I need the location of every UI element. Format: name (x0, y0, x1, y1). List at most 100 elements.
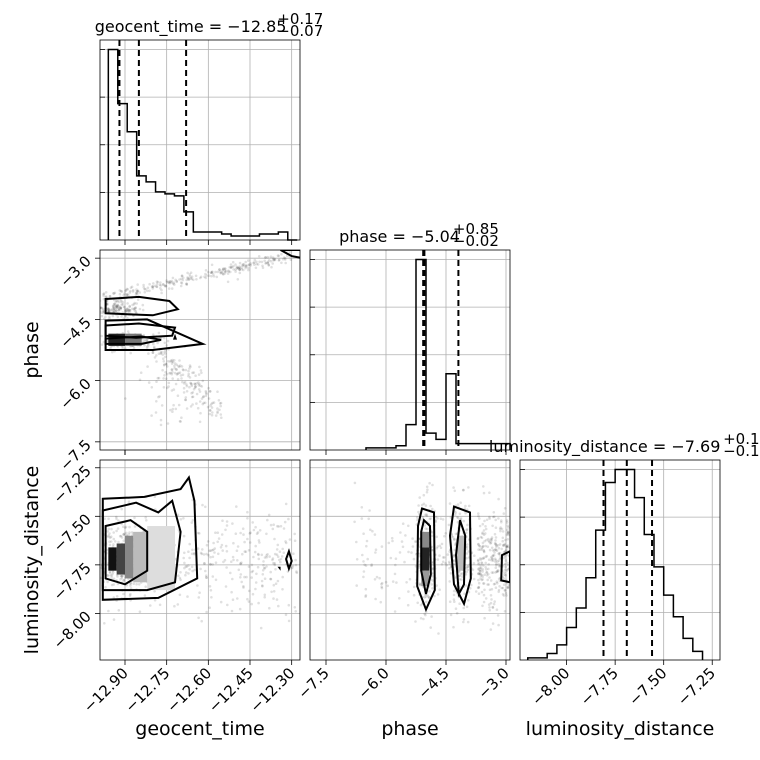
scatter-point (229, 266, 233, 269)
scatter-point (131, 307, 134, 311)
scatter-point (433, 594, 436, 598)
scatter-point (193, 552, 196, 556)
scatter-point (239, 573, 243, 576)
scatter-point (96, 557, 99, 560)
scatter-point (265, 554, 268, 557)
scatter-point (284, 540, 287, 543)
scatter-point (492, 515, 495, 519)
scatter-point (136, 289, 139, 293)
scatter-point (280, 252, 283, 256)
scatter-point (164, 377, 168, 381)
scatter-point (242, 264, 245, 268)
scatter-point (185, 383, 188, 386)
scatter-point (414, 540, 417, 543)
scatter-point (109, 574, 112, 577)
scatter-point (277, 604, 280, 608)
scatter-point (151, 333, 155, 336)
scatter-point (160, 350, 163, 354)
scatter-point (171, 360, 175, 364)
scatter-point (182, 391, 186, 394)
scatter-point (189, 382, 193, 385)
scatter-point (112, 292, 116, 295)
scatter-point (125, 531, 128, 535)
scatter-point (164, 352, 167, 355)
scatter-point (216, 410, 219, 413)
scatter-point (499, 529, 502, 533)
scatter-point (120, 507, 123, 511)
scatter-point (282, 551, 286, 554)
scatter-point (125, 294, 129, 297)
scatter-point (216, 390, 219, 394)
scatter-point (124, 288, 128, 292)
scatter-point (204, 269, 208, 272)
scatter-point (394, 557, 398, 560)
scatter-point (365, 544, 368, 548)
scatter-point (169, 408, 172, 412)
scatter-point (91, 536, 94, 539)
scatter-point (87, 560, 90, 563)
scatter-point (166, 339, 170, 343)
scatter-point (436, 593, 440, 596)
scatter-point (380, 582, 383, 586)
scatter-point (410, 551, 413, 554)
scatter-point (112, 543, 115, 546)
scatter-point (485, 568, 488, 571)
scatter-point (500, 527, 504, 531)
scatter-point (241, 264, 244, 267)
scatter-point (232, 541, 235, 545)
scatter-point (191, 569, 194, 573)
scatter-point (489, 594, 493, 597)
scatter-point (159, 284, 163, 287)
scatter-point (438, 544, 442, 548)
scatter-point (490, 546, 494, 550)
scatter-point (458, 512, 462, 515)
scatter-point (186, 595, 189, 598)
scatter-point (93, 309, 96, 312)
scatter-point (169, 371, 172, 375)
scatter-point (453, 548, 457, 552)
scatter-point (149, 604, 152, 607)
scatter-point (231, 577, 234, 581)
scatter-point (452, 625, 455, 629)
scatter-point (170, 372, 174, 376)
scatter-point (293, 532, 297, 536)
scatter-point (479, 566, 483, 569)
scatter-point (133, 516, 136, 520)
scatter-point (291, 566, 294, 569)
scatter-point (211, 411, 214, 414)
scatter-point (477, 578, 480, 582)
scatter-point (497, 497, 500, 501)
scatter-point (254, 587, 257, 591)
scatter-point (263, 577, 267, 580)
scatter-point (213, 547, 217, 550)
scatter-point (137, 583, 141, 586)
scatter-point (494, 536, 498, 539)
scatter-point (246, 537, 249, 541)
scatter-point (190, 565, 194, 569)
scatter-point (210, 402, 213, 406)
scatter-point (108, 536, 112, 539)
scatter-point (210, 270, 214, 274)
scatter-point (294, 563, 298, 567)
scatter-point (121, 303, 124, 306)
scatter-point (290, 566, 293, 570)
scatter-point (117, 300, 121, 304)
scatter-point (115, 309, 118, 313)
scatter-point (384, 580, 388, 584)
scatter-point (453, 513, 457, 516)
scatter-point (178, 365, 181, 369)
scatter-point (255, 572, 258, 576)
scatter-point (481, 604, 484, 608)
scatter-point (96, 310, 99, 313)
scatter-point (422, 493, 426, 497)
scatter-point (146, 289, 149, 293)
scatter-point (218, 402, 222, 405)
scatter-point (126, 307, 129, 310)
scatter-point (180, 377, 183, 380)
scatter-point (422, 617, 425, 621)
scatter-point (216, 407, 219, 410)
scatter-point (191, 548, 194, 552)
scatter-point (204, 390, 208, 393)
scatter-point (205, 552, 208, 556)
scatter-point (199, 276, 202, 280)
